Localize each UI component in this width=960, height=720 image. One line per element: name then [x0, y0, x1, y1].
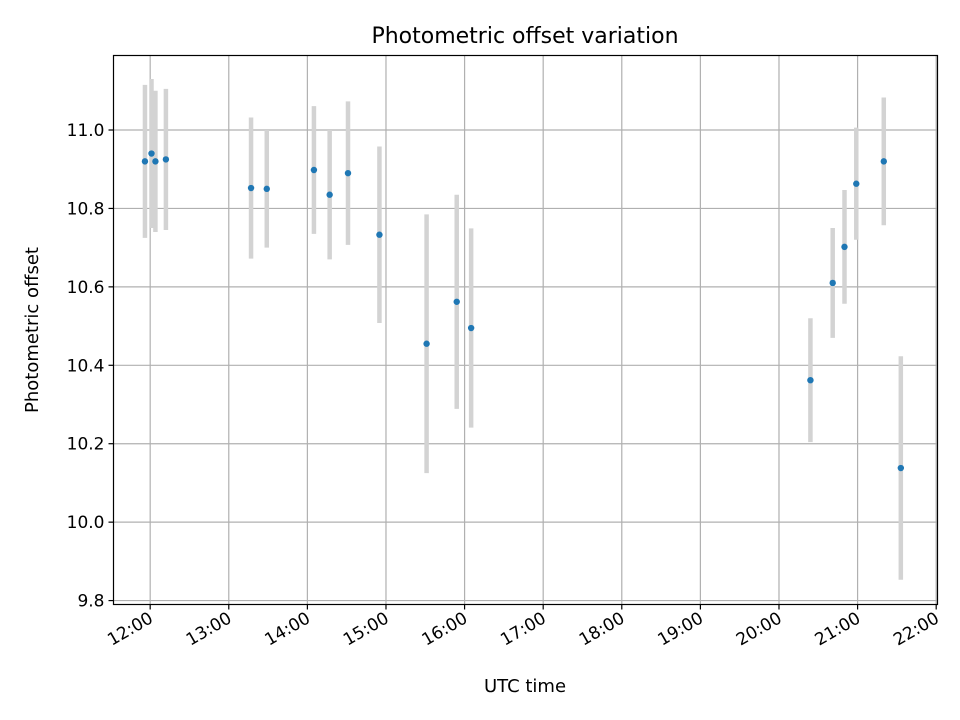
y-tick-label: 10.6: [67, 278, 105, 298]
data-point: [467, 324, 475, 332]
data-point: [841, 243, 848, 251]
x-tick-label: 20:00: [733, 609, 785, 651]
x-tick-label: 12:00: [104, 609, 156, 651]
data-point: [247, 184, 255, 192]
data-point: [423, 340, 430, 347]
data-point: [141, 158, 149, 165]
data-point: [152, 158, 159, 165]
y-tick-label: 10.0: [67, 513, 105, 533]
y-axis-label: Photometric offset: [22, 247, 43, 413]
data-point: [263, 185, 270, 193]
data-point: [310, 166, 318, 174]
data-point: [853, 180, 860, 187]
y-tick-label: 11.0: [67, 121, 105, 141]
x-axis-label: UTC time: [484, 676, 566, 697]
x-tick-label: 16:00: [419, 609, 471, 651]
data-point: [344, 169, 352, 177]
x-axis-ticks: 12:00 13:00 14:00 15:00 16:00 17:00 18:00 19:00…: [104, 604, 943, 651]
data-point: [897, 464, 905, 472]
y-tick-label: 10.4: [67, 356, 105, 376]
data-points: [141, 150, 905, 472]
chart-title: Photometric offset variation: [371, 24, 678, 49]
plot-frame: [112, 54, 939, 606]
data-point: [829, 279, 836, 287]
data-point: [326, 191, 333, 198]
x-tick-label: 19:00: [654, 609, 706, 651]
data-point: [148, 150, 155, 157]
data-point: [880, 158, 887, 165]
error-bars: [142, 79, 904, 580]
grid-lines: [113, 55, 938, 605]
y-tick-label: 10.2: [67, 435, 105, 455]
data-point: [807, 376, 814, 384]
x-tick-label: 22:00: [890, 609, 942, 651]
x-tick-label: 21:00: [812, 609, 864, 651]
data-point: [376, 231, 383, 238]
data-point: [453, 298, 460, 305]
y-axis-ticks: 9.8 10.0 10.2 10.4 10.6 10.8 11.0: [67, 121, 114, 612]
y-tick-label: 10.8: [67, 199, 105, 219]
x-tick-label: 13:00: [183, 609, 235, 651]
x-tick-label: 17:00: [497, 609, 549, 651]
x-tick-label: 15:00: [340, 609, 392, 651]
y-tick-label: 9.8: [77, 592, 104, 612]
data-point: [162, 156, 170, 163]
x-tick-label: 14:00: [261, 609, 313, 651]
x-tick-label: 18:00: [576, 609, 628, 651]
